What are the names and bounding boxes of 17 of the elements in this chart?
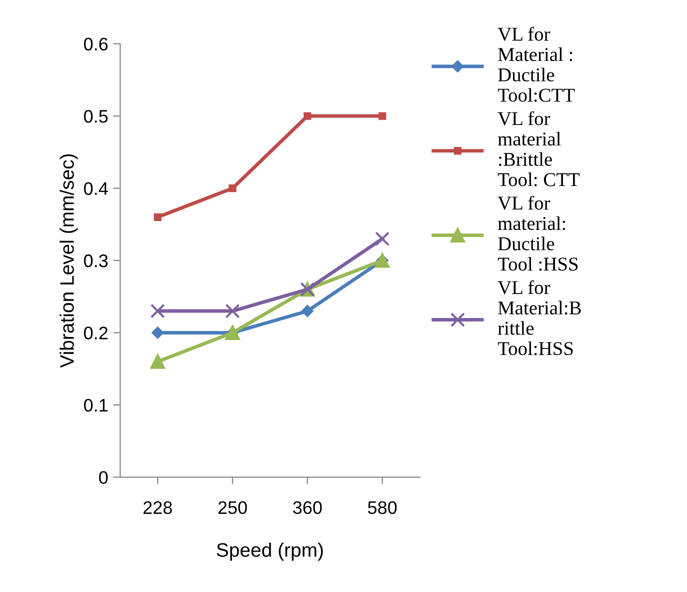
x-tick-label: 250 <box>218 501 247 514</box>
y-tick-label: 0.5 <box>84 110 108 123</box>
y-tick-label: 0.2 <box>84 326 108 340</box>
y-tick-label: 0.4 <box>84 182 108 195</box>
x-tick-label: 580 <box>368 501 397 514</box>
y-axis-title: Vibration Level (mm/sec) <box>60 154 78 368</box>
x-axis-title: Speed (rpm) <box>216 542 323 561</box>
x-tick-label: 228 <box>144 501 172 514</box>
legend-label: VL for Material : Ductile Tool:CTT <box>498 26 575 102</box>
legend-label: VL for material: Ductile Tool :HSS <box>498 196 578 271</box>
y-tick-label: 0.6 <box>84 38 108 51</box>
legend-label: VL for material :Brittle Tool: CTT <box>498 111 580 186</box>
y-tick-label: 0.1 <box>84 398 108 412</box>
legend-label: VL for Material:B rittle Tool:HSS <box>498 280 581 356</box>
y-tick-label: 0 <box>99 471 108 484</box>
y-tick-label: 0.3 <box>84 254 108 268</box>
x-tick-label: 360 <box>293 501 322 514</box>
